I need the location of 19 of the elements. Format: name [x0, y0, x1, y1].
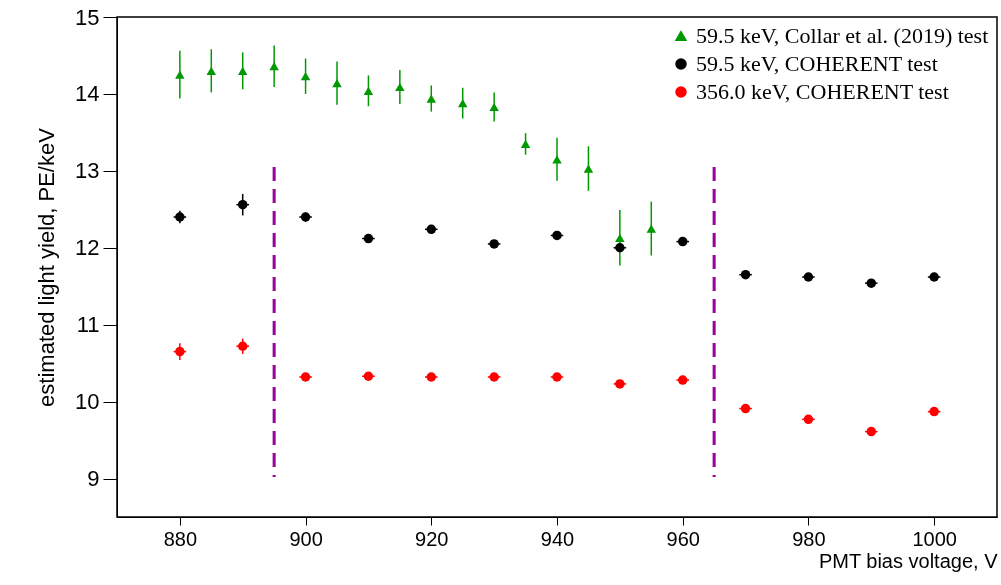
y-tick-label: 14 — [75, 81, 100, 107]
y-tick-label: 10 — [75, 389, 100, 415]
x-tick-label: 1000 — [912, 527, 957, 550]
y-tick-label: 9 — [87, 466, 100, 492]
y-axis-title: estimated light yield, PE/keV — [34, 127, 60, 407]
x-tick-label: 960 — [666, 527, 700, 550]
y-tick-label: 12 — [75, 235, 100, 261]
x-tick-label: 900 — [289, 527, 323, 550]
x-tick-label: 920 — [415, 527, 449, 550]
x-axis-title: PMT bias voltage, V — [818, 549, 999, 572]
y-tick-label: 11 — [76, 312, 100, 338]
x-tick-label: 940 — [540, 527, 575, 550]
x-tick-label: 880 — [163, 527, 198, 550]
legend-label: 59.5 keV, Collar et al. (2019) test — [696, 23, 989, 48]
legend-label: 356.0 keV, COHERENT test — [696, 79, 949, 104]
x-tick-label: 980 — [792, 527, 826, 550]
y-tick-label: 13 — [75, 158, 100, 184]
y-tick-label: 15 — [75, 4, 100, 30]
legend-label: 59.5 keV, COHERENT test — [696, 51, 938, 76]
